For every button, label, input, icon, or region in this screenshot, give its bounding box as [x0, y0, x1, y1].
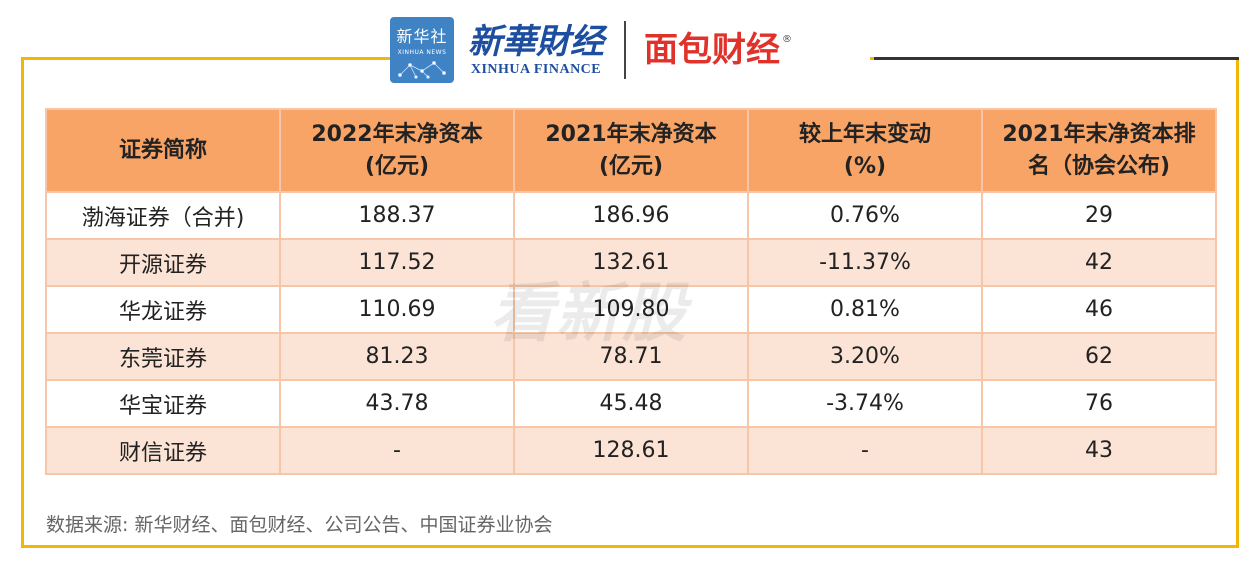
- table-cell: 43.78: [279, 379, 515, 428]
- table-cell: 76: [981, 379, 1217, 428]
- table-cell: 188.37: [279, 191, 515, 240]
- net-capital-table: 证券简称 2022年末净资本 (亿元) 2021年末净资本 (亿元) 较上年末变动(…: [45, 108, 1217, 475]
- header-2021-net-capital: 2021年末净资本 (亿元): [513, 108, 749, 193]
- table-cell: 42: [981, 238, 1217, 287]
- header-change: 较上年末变动 (%): [747, 108, 983, 193]
- table-cell: 0.76%: [747, 191, 983, 240]
- table-row: 渤海证券（合并) 188.37 186.96 0.76% 29: [45, 191, 1217, 240]
- header-company: 证券简称: [45, 108, 281, 193]
- table-header-row: 证券简称 2022年末净资本 (亿元) 2021年末净资本 (亿元) 较上年末变动(…: [45, 108, 1217, 193]
- table-row: 东莞证券 81.23 78.71 3.20% 62: [45, 332, 1217, 381]
- table-row: 华宝证券 43.78 45.48 -3.74% 76: [45, 379, 1217, 428]
- table-cell: 华宝证券: [45, 379, 281, 428]
- table-cell: 45.48: [513, 379, 749, 428]
- table-cell: -: [279, 426, 515, 475]
- table-cell: 109.80: [513, 285, 749, 334]
- table-cell: 0.81%: [747, 285, 983, 334]
- header-2021-rank: 2021年末净资本排 名（协会公布): [981, 108, 1217, 193]
- header-logos: 新华社 XINHUA NEWS 新華財经 XINHUA FINANCE 面包财经…: [390, 14, 870, 86]
- table-cell: 78.71: [513, 332, 749, 381]
- table-cell: 132.61: [513, 238, 749, 287]
- header-2022-net-capital: 2022年末净资本 (亿元): [279, 108, 515, 193]
- table-cell: -11.37%: [747, 238, 983, 287]
- table-cell: 东莞证券: [45, 332, 281, 381]
- logo-divider: [624, 21, 626, 79]
- table-cell: 186.96: [513, 191, 749, 240]
- table-cell: 华龙证券: [45, 285, 281, 334]
- table-cell: 81.23: [279, 332, 515, 381]
- mianbao-finance-logo: 面包财经 ®: [644, 30, 792, 70]
- table-cell: -3.74%: [747, 379, 983, 428]
- table-cell: 128.61: [513, 426, 749, 475]
- table-row: 财信证券 - 128.61 - 43: [45, 426, 1217, 475]
- table-cell: 43: [981, 426, 1217, 475]
- table-cell: 渤海证券（合并): [45, 191, 281, 240]
- data-source-note: 数据来源: 新华财经、面包财经、公司公告、中国证券业协会: [46, 514, 553, 536]
- network-icon: [398, 61, 446, 79]
- table-row: 华龙证券 110.69 109.80 0.81% 46: [45, 285, 1217, 334]
- table-cell: 62: [981, 332, 1217, 381]
- table-cell: 3.20%: [747, 332, 983, 381]
- xinhua-finance-logo: 新華財经 XINHUA FINANCE: [468, 22, 604, 77]
- table-cell: 财信证券: [45, 426, 281, 475]
- xinhua-news-logo: 新华社 XINHUA NEWS: [390, 17, 454, 83]
- table-cell: -: [747, 426, 983, 475]
- table-cell: 117.52: [279, 238, 515, 287]
- table-cell: 开源证券: [45, 238, 281, 287]
- table-row: 开源证券 117.52 132.61 -11.37% 42: [45, 238, 1217, 287]
- header-rule: [874, 57, 1239, 60]
- table-cell: 110.69: [279, 285, 515, 334]
- table-cell: 46: [981, 285, 1217, 334]
- table-cell: 29: [981, 191, 1217, 240]
